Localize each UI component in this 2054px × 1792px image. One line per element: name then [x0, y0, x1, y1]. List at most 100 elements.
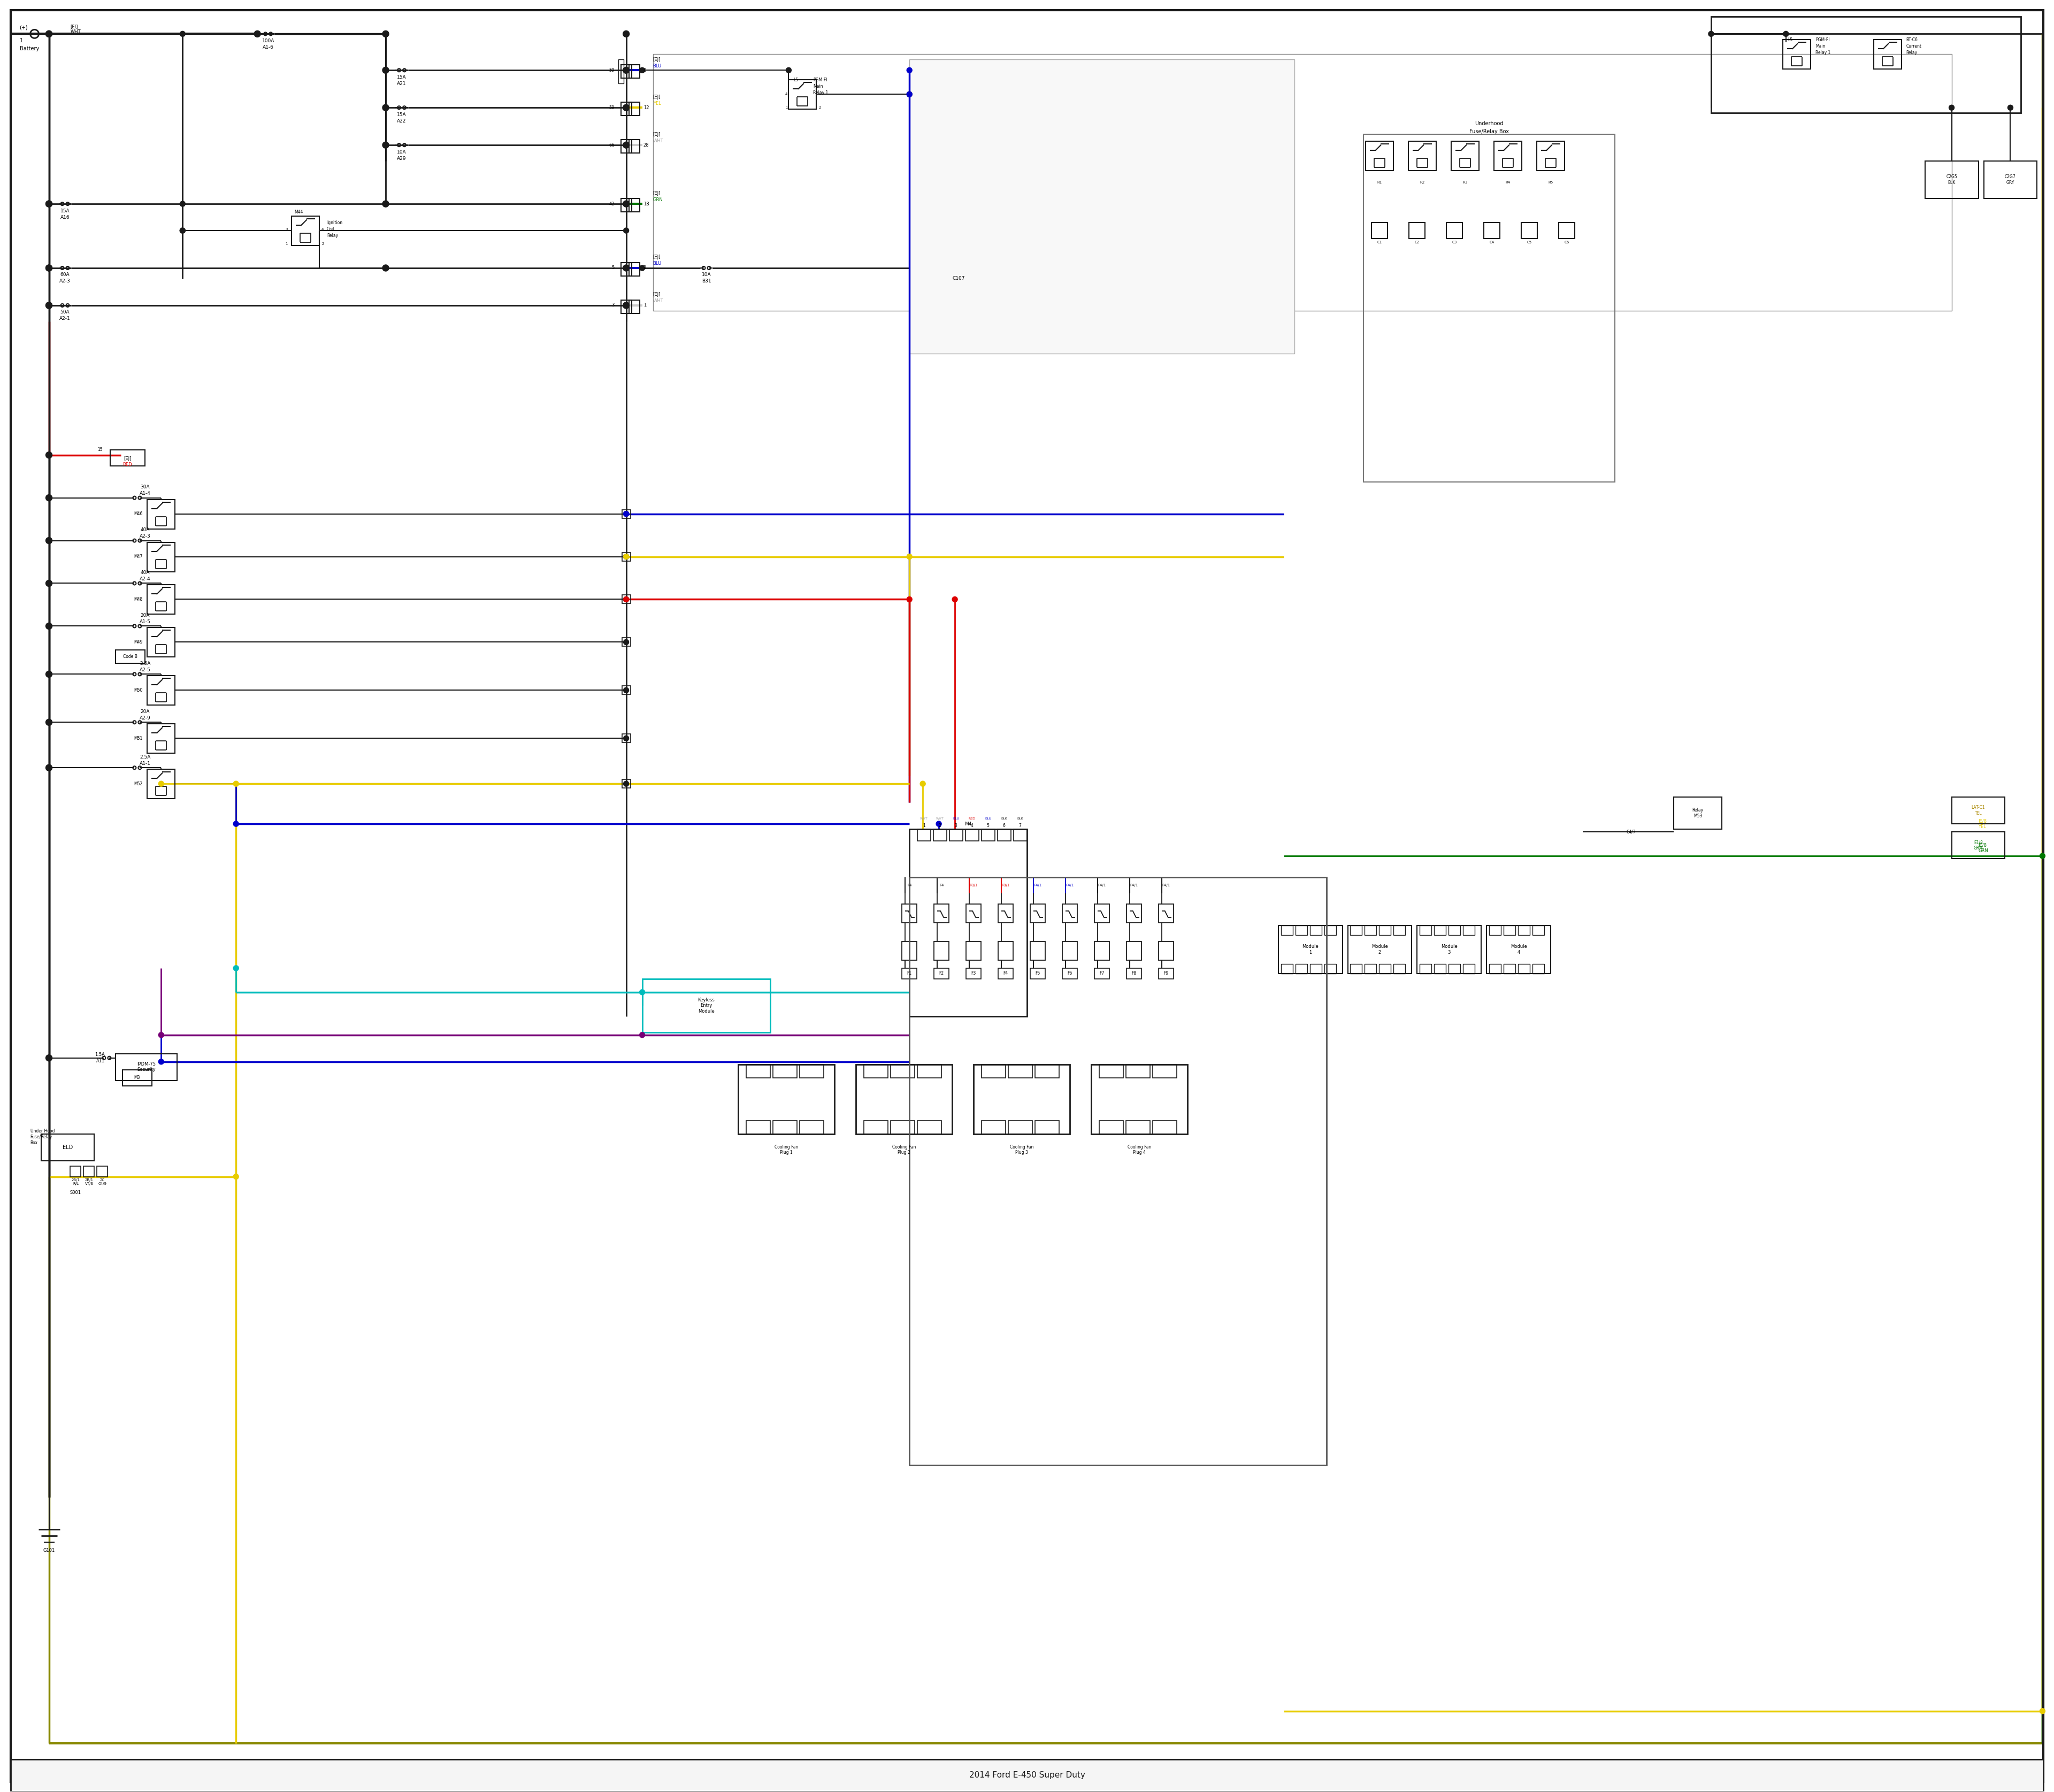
Circle shape	[624, 511, 629, 516]
Text: F4: F4	[908, 883, 912, 887]
Text: A2-9: A2-9	[140, 715, 150, 720]
Bar	[935, 941, 949, 961]
Circle shape	[2040, 1708, 2046, 1713]
Bar	[1487, 925, 1551, 973]
Bar	[1462, 964, 1475, 973]
Bar	[1095, 941, 1109, 961]
Bar	[965, 903, 982, 923]
Text: WHT: WHT	[653, 299, 663, 303]
Bar	[622, 638, 631, 647]
Bar	[1158, 968, 1173, 978]
Bar	[1282, 925, 1292, 935]
Bar	[618, 59, 624, 84]
Text: 2C
C4/9: 2C C4/9	[99, 1179, 107, 1186]
Bar	[1417, 925, 1481, 973]
Circle shape	[622, 201, 629, 208]
Bar	[1296, 964, 1306, 973]
Bar	[1031, 941, 1045, 961]
Text: BLK: BLK	[1017, 817, 1023, 819]
Text: 3: 3	[820, 93, 822, 97]
Text: C1: C1	[1378, 240, 1382, 244]
Bar	[1378, 925, 1391, 935]
Text: PGM-FI: PGM-FI	[1816, 38, 1830, 43]
Bar	[902, 968, 916, 978]
Bar	[998, 830, 1011, 840]
Circle shape	[1949, 106, 1953, 111]
Text: [EJ]: [EJ]	[653, 133, 661, 136]
Bar	[935, 903, 949, 923]
Bar	[933, 830, 947, 840]
Circle shape	[624, 511, 629, 516]
Circle shape	[45, 265, 51, 271]
Bar	[1278, 925, 1343, 973]
Circle shape	[382, 104, 388, 111]
Bar	[1489, 964, 1501, 973]
Text: Module
2: Module 2	[1372, 944, 1389, 955]
Text: F8: F8	[1132, 971, 1136, 977]
Circle shape	[622, 104, 629, 111]
Bar	[1504, 964, 1516, 973]
Text: Code B: Code B	[123, 654, 138, 659]
Bar	[918, 830, 930, 840]
Circle shape	[45, 495, 51, 502]
Text: Cooling Fan
Plug 3: Cooling Fan Plug 3	[1011, 1145, 1033, 1156]
Text: A2-3: A2-3	[140, 534, 150, 539]
Text: IE/8
YEL: IE/8 YEL	[1978, 819, 1986, 830]
Bar	[41, 1134, 94, 1161]
Text: (+): (+)	[21, 25, 29, 30]
Bar	[123, 1070, 152, 1086]
Circle shape	[45, 303, 51, 308]
Text: C2G7
GRY: C2G7 GRY	[2005, 174, 2015, 185]
Text: G101: G101	[43, 1548, 55, 1554]
Bar	[1493, 142, 1522, 170]
Text: B31: B31	[702, 280, 711, 283]
Bar	[1126, 903, 1142, 923]
Text: A29: A29	[396, 156, 407, 161]
Circle shape	[45, 201, 51, 208]
Circle shape	[639, 265, 645, 271]
Text: C6: C6	[1565, 240, 1569, 244]
Circle shape	[382, 30, 388, 38]
Bar	[965, 941, 982, 961]
Bar	[622, 509, 631, 518]
Text: 15: 15	[97, 448, 103, 452]
Circle shape	[45, 719, 51, 726]
Bar	[949, 830, 963, 840]
Text: R1: R1	[1378, 181, 1382, 185]
Circle shape	[181, 30, 185, 36]
Circle shape	[1783, 30, 1789, 36]
Bar	[982, 830, 994, 840]
Text: Relay 1: Relay 1	[813, 90, 828, 95]
Text: 4: 4	[972, 823, 974, 828]
Text: Module
3: Module 3	[1442, 944, 1458, 955]
Bar	[1282, 964, 1292, 973]
Text: 2: 2	[643, 265, 647, 271]
Text: M48: M48	[134, 597, 142, 602]
Bar	[1035, 1120, 1060, 1134]
Text: YEL: YEL	[653, 100, 661, 106]
Circle shape	[624, 640, 629, 645]
Circle shape	[382, 142, 388, 149]
Bar	[148, 500, 175, 529]
Bar	[1452, 142, 1479, 170]
Bar	[1462, 925, 1475, 935]
Text: 50A: 50A	[60, 310, 70, 315]
Text: BLU: BLU	[953, 817, 959, 819]
Circle shape	[622, 142, 629, 149]
Text: 6: 6	[1002, 823, 1004, 828]
Circle shape	[45, 670, 51, 677]
Circle shape	[45, 201, 51, 208]
Bar	[1532, 964, 1545, 973]
Text: A2-4: A2-4	[140, 577, 150, 581]
Bar	[1518, 925, 1530, 935]
Bar	[1378, 964, 1391, 973]
Circle shape	[624, 554, 629, 559]
Text: BLU: BLU	[984, 817, 992, 819]
Circle shape	[1709, 30, 1713, 36]
Text: F7: F7	[1099, 971, 1105, 977]
Bar	[965, 830, 980, 840]
Circle shape	[382, 66, 388, 73]
Bar	[1009, 1064, 1033, 1077]
Text: 20A: 20A	[140, 613, 150, 618]
Bar	[1951, 797, 2005, 824]
